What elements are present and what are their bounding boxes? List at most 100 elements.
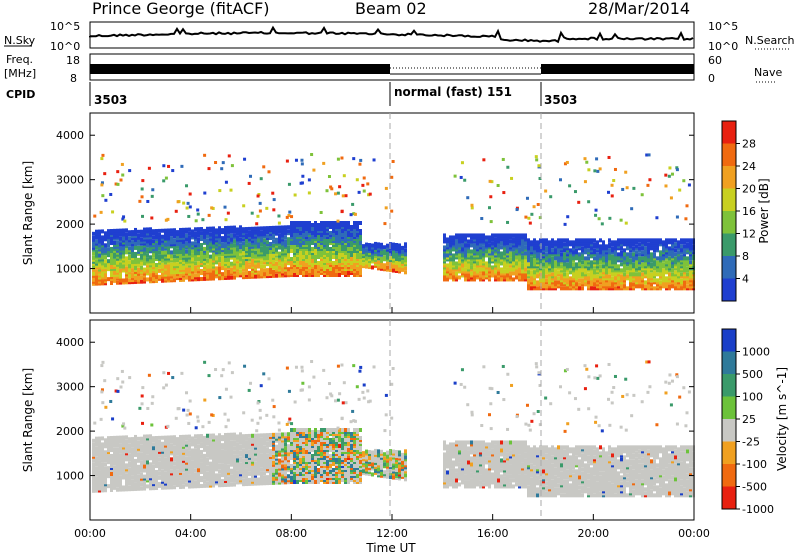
power-cell [242, 251, 245, 256]
power-cell-sparse [489, 195, 493, 199]
power-cell [302, 225, 305, 229]
velocity-cell [182, 434, 185, 439]
power-cell [119, 246, 122, 251]
power-cell [578, 278, 581, 283]
power-cell [335, 221, 338, 225]
power-cell [626, 256, 629, 261]
velocity-cell [113, 435, 116, 440]
power-cell-sparse [307, 191, 311, 195]
velocity-cell [140, 452, 143, 457]
power-cell [230, 267, 233, 272]
power-cell [236, 263, 239, 268]
power-cell [338, 267, 341, 271]
power-cell [599, 268, 602, 273]
cpid-row: CPID 3503 normal (fast) 151 3503 [6, 82, 577, 107]
power-cell-sparse [334, 192, 338, 196]
power-cell [359, 221, 362, 225]
power-cell [500, 261, 503, 266]
velocity-cell [155, 482, 158, 487]
noise-ytick-bottom-left: 10^0 [50, 40, 80, 53]
power-cell [335, 235, 338, 239]
power-cell [461, 253, 464, 258]
power-cell [623, 238, 626, 243]
power-cell-sparse [646, 183, 650, 187]
freq-label: Freq. [6, 53, 33, 66]
power-cell [332, 261, 335, 265]
power-cell [581, 256, 584, 261]
power-cell [455, 265, 458, 270]
power-cell [686, 256, 689, 261]
power-cell [371, 255, 374, 260]
power-cell [482, 245, 485, 250]
power-cell [308, 227, 311, 231]
power-cell [623, 272, 626, 277]
power-cell [98, 263, 101, 268]
velocity-cell [128, 467, 131, 472]
power-cell [194, 227, 197, 232]
power-cell [260, 260, 263, 265]
power-cell [554, 240, 557, 245]
power-cell [143, 267, 146, 272]
power-cell [332, 233, 335, 237]
power-cell [395, 256, 398, 261]
power-cell [341, 221, 344, 225]
power-cell [581, 264, 584, 269]
power-cell-sparse [180, 164, 184, 168]
power-cell [140, 237, 143, 242]
power-cell [305, 251, 308, 255]
power-cell [509, 243, 512, 248]
power-cell [305, 227, 308, 231]
power-cell [272, 247, 275, 252]
power-cell [566, 262, 569, 267]
power-cell-sparse [207, 167, 211, 171]
power-cell [635, 244, 638, 249]
power-cell [479, 273, 482, 278]
power-cell [674, 252, 677, 257]
power-cell [362, 252, 365, 257]
power-cell-sparse [203, 191, 207, 195]
power-cell [635, 256, 638, 261]
velocity-cell [98, 436, 101, 441]
power-cell [539, 238, 542, 243]
power-cell [677, 256, 680, 261]
power-cell [500, 267, 503, 272]
power-cell [581, 286, 584, 291]
power-cell-sparse [243, 157, 247, 161]
power-cell-sparse [336, 219, 340, 223]
power-cell [536, 286, 539, 291]
power-cell [623, 248, 626, 253]
power-cell [581, 238, 584, 243]
power-cell [611, 240, 614, 245]
power-cell [302, 261, 305, 265]
power-cell [182, 253, 185, 258]
power-cell-sparse [93, 214, 97, 218]
power-cell [158, 274, 161, 279]
power-cell [218, 256, 221, 261]
power-cell [356, 243, 359, 247]
power-cell [446, 263, 449, 268]
power-cell [662, 268, 665, 273]
power-cell [287, 225, 290, 230]
power-cell [203, 272, 206, 277]
power-cell [344, 221, 347, 225]
power-cell [659, 280, 662, 285]
power-cell-sparse [358, 162, 362, 166]
power-cell [248, 230, 251, 235]
power-cell [317, 261, 320, 265]
power-cell [509, 251, 512, 256]
power-cell [464, 233, 467, 238]
power-cell [644, 284, 647, 289]
power-cell [557, 276, 560, 281]
power-cell [125, 228, 128, 233]
power-cell [122, 264, 125, 269]
power-cell [557, 238, 560, 243]
power-cell [563, 272, 566, 277]
power-cell-sparse [221, 161, 225, 165]
power-cell [164, 256, 167, 261]
power-cell [371, 243, 374, 248]
power-cell [599, 238, 602, 243]
power-cell [659, 238, 662, 243]
power-cell [203, 228, 206, 233]
power-cell [164, 264, 167, 269]
power-cell [575, 248, 578, 253]
